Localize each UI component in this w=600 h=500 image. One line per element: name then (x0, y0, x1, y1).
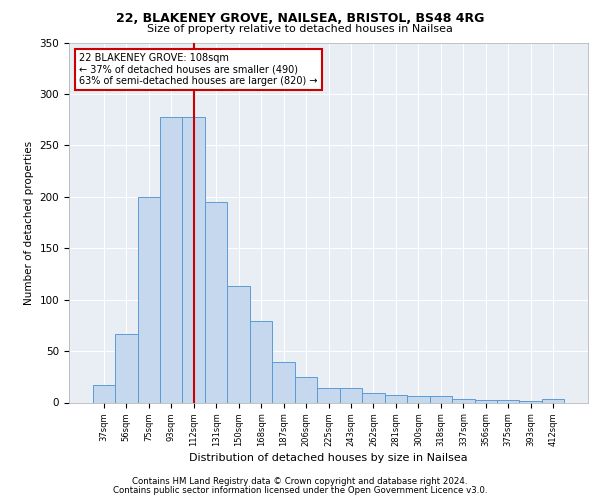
Y-axis label: Number of detached properties: Number of detached properties (24, 140, 34, 304)
Bar (92, 385, 115, 402)
Bar (317, 388, 340, 402)
Bar (542, 400, 565, 402)
Bar (340, 388, 362, 402)
Bar (272, 362, 295, 403)
Bar (160, 116, 182, 403)
Bar (497, 400, 520, 402)
Bar (182, 116, 205, 403)
Bar (250, 321, 272, 402)
Text: Contains public sector information licensed under the Open Government Licence v3: Contains public sector information licen… (113, 486, 487, 495)
Bar (205, 202, 227, 402)
Bar (430, 396, 452, 402)
X-axis label: Distribution of detached houses by size in Nailsea: Distribution of detached houses by size … (189, 453, 468, 463)
Bar (452, 400, 475, 402)
Bar (385, 396, 407, 402)
Bar (115, 334, 137, 402)
Text: 22 BLAKENEY GROVE: 108sqm
← 37% of detached houses are smaller (490)
63% of semi: 22 BLAKENEY GROVE: 108sqm ← 37% of detac… (79, 54, 318, 86)
Bar (475, 400, 497, 402)
Bar (362, 393, 385, 402)
Bar (227, 286, 250, 403)
Bar (407, 396, 430, 402)
Text: Contains HM Land Registry data © Crown copyright and database right 2024.: Contains HM Land Registry data © Crown c… (132, 477, 468, 486)
Text: 22, BLAKENEY GROVE, NAILSEA, BRISTOL, BS48 4RG: 22, BLAKENEY GROVE, NAILSEA, BRISTOL, BS… (116, 12, 484, 26)
Text: Size of property relative to detached houses in Nailsea: Size of property relative to detached ho… (147, 24, 453, 34)
Bar (137, 197, 160, 402)
Bar (295, 377, 317, 402)
